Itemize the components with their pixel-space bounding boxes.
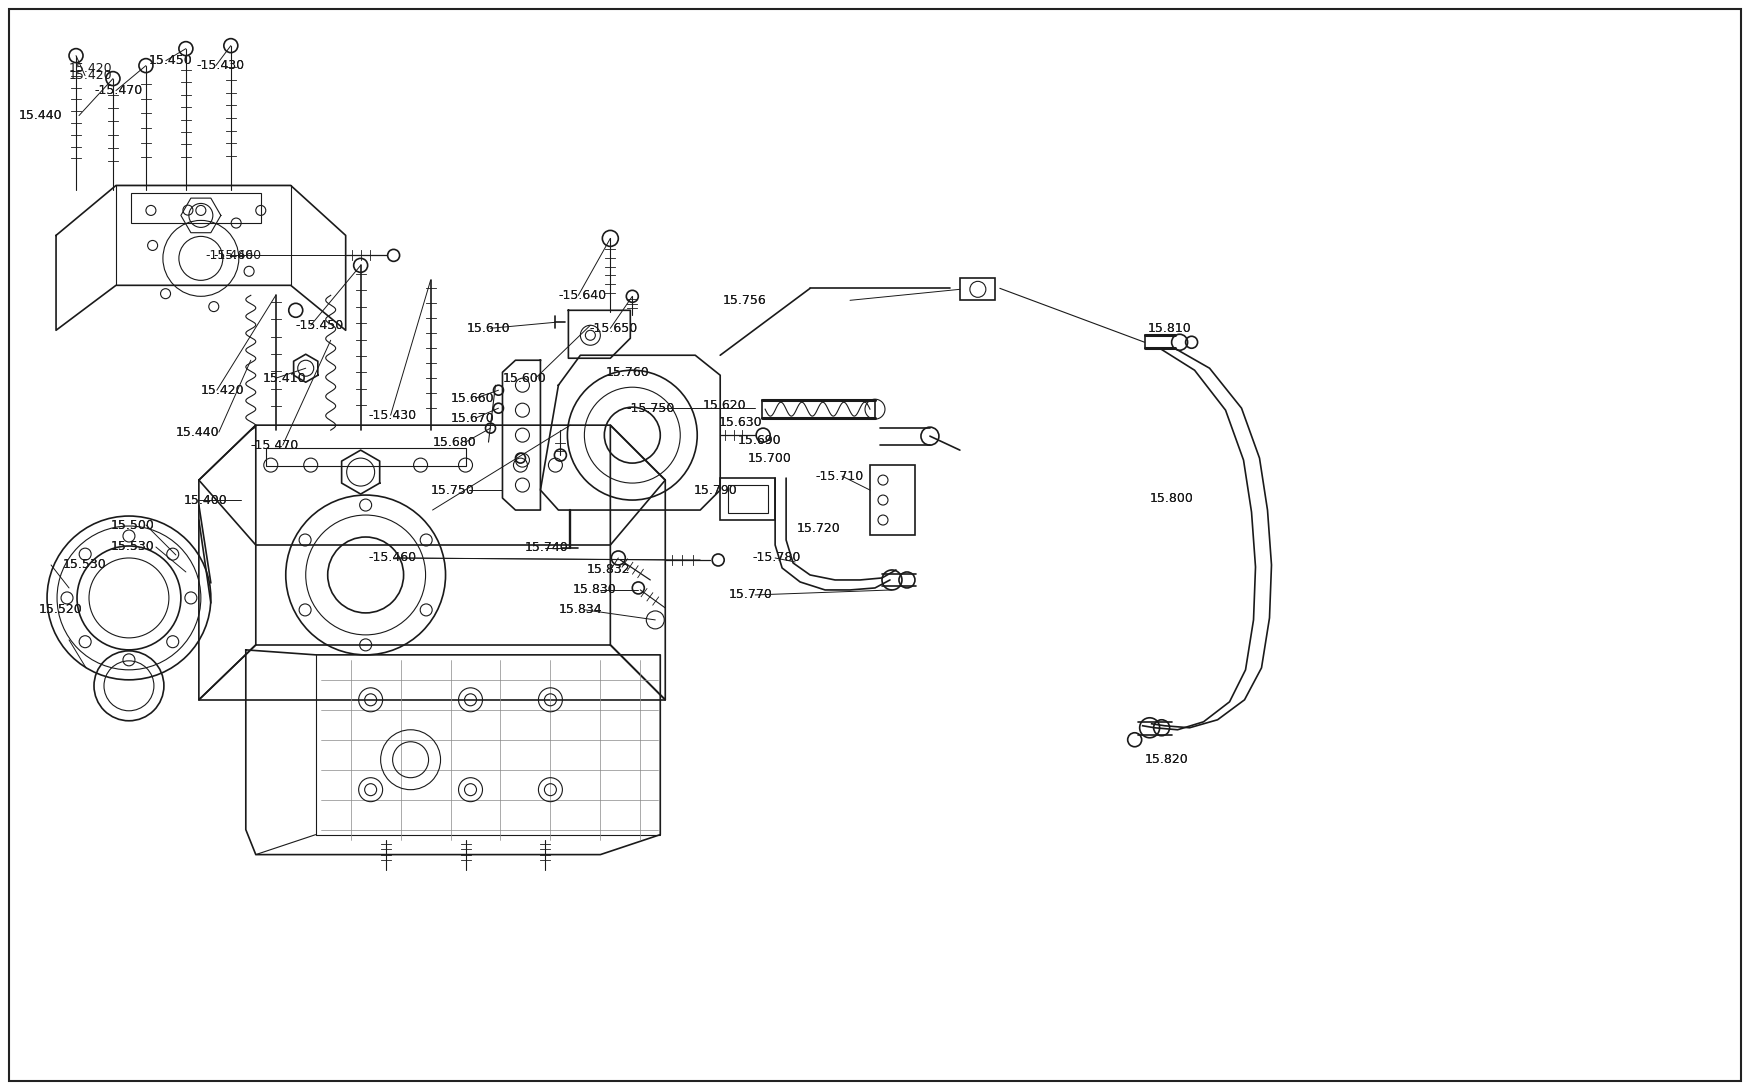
Text: 15.680: 15.680 — [432, 436, 476, 449]
Text: -15.710: -15.710 — [816, 470, 863, 483]
Text: -15.430: -15.430 — [196, 59, 245, 72]
Text: 15.834: 15.834 — [558, 604, 602, 617]
Text: 15.756: 15.756 — [723, 294, 766, 306]
Bar — [728, 485, 768, 513]
Text: 15.720: 15.720 — [796, 521, 840, 534]
Text: 15.400: 15.400 — [184, 494, 228, 507]
Text: 15.832: 15.832 — [586, 564, 630, 577]
Text: 15.680: 15.680 — [432, 436, 476, 449]
Text: 15.790: 15.790 — [693, 484, 737, 497]
Text: -15.470: -15.470 — [94, 84, 142, 97]
Text: 15.790: 15.790 — [693, 484, 737, 497]
Text: 15.530: 15.530 — [63, 558, 107, 571]
Text: 15.820: 15.820 — [1144, 753, 1188, 766]
Text: 15.700: 15.700 — [749, 451, 793, 464]
Text: -15.780: -15.780 — [752, 552, 800, 565]
Text: -15.650: -15.650 — [590, 322, 637, 335]
Text: 15.530: 15.530 — [110, 541, 154, 554]
Text: 15.810: 15.810 — [1148, 322, 1192, 335]
Text: -15.450: -15.450 — [296, 318, 345, 331]
Text: 15.660: 15.660 — [450, 391, 493, 404]
Text: 15.740: 15.740 — [525, 542, 569, 555]
Text: 15.440: 15.440 — [19, 109, 63, 122]
Text: -15.640: -15.640 — [558, 289, 607, 302]
Bar — [961, 278, 994, 301]
Text: 15.610: 15.610 — [467, 322, 511, 335]
Text: -15.430: -15.430 — [369, 409, 416, 422]
Text: 15.410: 15.410 — [262, 372, 306, 385]
Text: -15.430: -15.430 — [369, 409, 416, 422]
Text: 15.750: 15.750 — [430, 484, 474, 497]
Bar — [721, 479, 775, 520]
Text: 15.832: 15.832 — [586, 564, 630, 577]
Text: -15.750: -15.750 — [626, 402, 676, 414]
Bar — [266, 448, 466, 467]
Text: -15.460: -15.460 — [214, 249, 262, 262]
Text: 15.770: 15.770 — [728, 589, 772, 602]
Text: 15.440: 15.440 — [177, 425, 219, 438]
Text: 15.760: 15.760 — [606, 366, 649, 378]
Text: -15.780: -15.780 — [752, 552, 800, 565]
Text: 15.690: 15.690 — [737, 434, 780, 447]
Text: 15.756: 15.756 — [723, 294, 766, 306]
Text: 15.740: 15.740 — [525, 542, 569, 555]
Text: -15.460: -15.460 — [369, 552, 416, 565]
Text: 15.410: 15.410 — [262, 372, 306, 385]
Text: -15.470: -15.470 — [250, 438, 299, 451]
Text: 15.420: 15.420 — [201, 384, 245, 397]
Text: 15.500: 15.500 — [110, 519, 154, 532]
Text: 15.450: 15.450 — [149, 54, 192, 68]
Text: 15.820: 15.820 — [1144, 753, 1188, 766]
Text: -15.460: -15.460 — [206, 249, 254, 262]
Text: 15.440: 15.440 — [177, 425, 219, 438]
Text: 15.800: 15.800 — [1150, 492, 1194, 505]
Text: -15.710: -15.710 — [816, 470, 863, 483]
Text: 15.530: 15.530 — [63, 558, 107, 571]
Text: 15.620: 15.620 — [702, 399, 746, 412]
Text: -15.750: -15.750 — [626, 402, 676, 414]
Text: 15.400: 15.400 — [184, 494, 228, 507]
Text: 15.630: 15.630 — [718, 415, 761, 428]
Text: 15.670: 15.670 — [450, 412, 493, 425]
Text: 15.420: 15.420 — [201, 384, 245, 397]
Text: 15.660: 15.660 — [450, 391, 493, 404]
Text: -15.460: -15.460 — [369, 552, 416, 565]
Text: -15.470: -15.470 — [250, 438, 299, 451]
Text: -15.640: -15.640 — [558, 289, 607, 302]
Text: 15.834: 15.834 — [558, 604, 602, 617]
Text: 15.830: 15.830 — [572, 583, 616, 596]
Text: 15.810: 15.810 — [1148, 322, 1192, 335]
Text: 15.720: 15.720 — [796, 521, 840, 534]
Text: 15.770: 15.770 — [728, 589, 772, 602]
Text: 15.620: 15.620 — [702, 399, 746, 412]
Text: -15.450: -15.450 — [296, 318, 345, 331]
Text: 15.600: 15.600 — [502, 372, 546, 385]
Bar — [870, 465, 915, 535]
Text: -15.430: -15.430 — [196, 59, 245, 72]
Text: 15.610: 15.610 — [467, 322, 511, 335]
Text: 15.420: 15.420 — [68, 69, 112, 82]
Text: 15.630: 15.630 — [718, 415, 761, 428]
Text: 15.500: 15.500 — [110, 519, 154, 532]
Text: 15.420: 15.420 — [68, 62, 112, 75]
Text: 15.750: 15.750 — [430, 484, 474, 497]
Text: 15.700: 15.700 — [749, 451, 793, 464]
Text: 15.450: 15.450 — [149, 54, 192, 68]
Text: 15.690: 15.690 — [737, 434, 780, 447]
Text: 15.600: 15.600 — [502, 372, 546, 385]
Text: 15.520: 15.520 — [38, 604, 82, 617]
Text: 15.760: 15.760 — [606, 366, 649, 378]
Text: -15.470: -15.470 — [94, 84, 142, 97]
Text: 15.670: 15.670 — [450, 412, 493, 425]
Text: 15.800: 15.800 — [1150, 492, 1194, 505]
Text: 15.530: 15.530 — [110, 541, 154, 554]
Text: -15.650: -15.650 — [590, 322, 637, 335]
Text: 15.830: 15.830 — [572, 583, 616, 596]
Bar — [131, 193, 261, 223]
Text: 15.520: 15.520 — [38, 604, 82, 617]
Text: 15.440: 15.440 — [19, 109, 63, 122]
